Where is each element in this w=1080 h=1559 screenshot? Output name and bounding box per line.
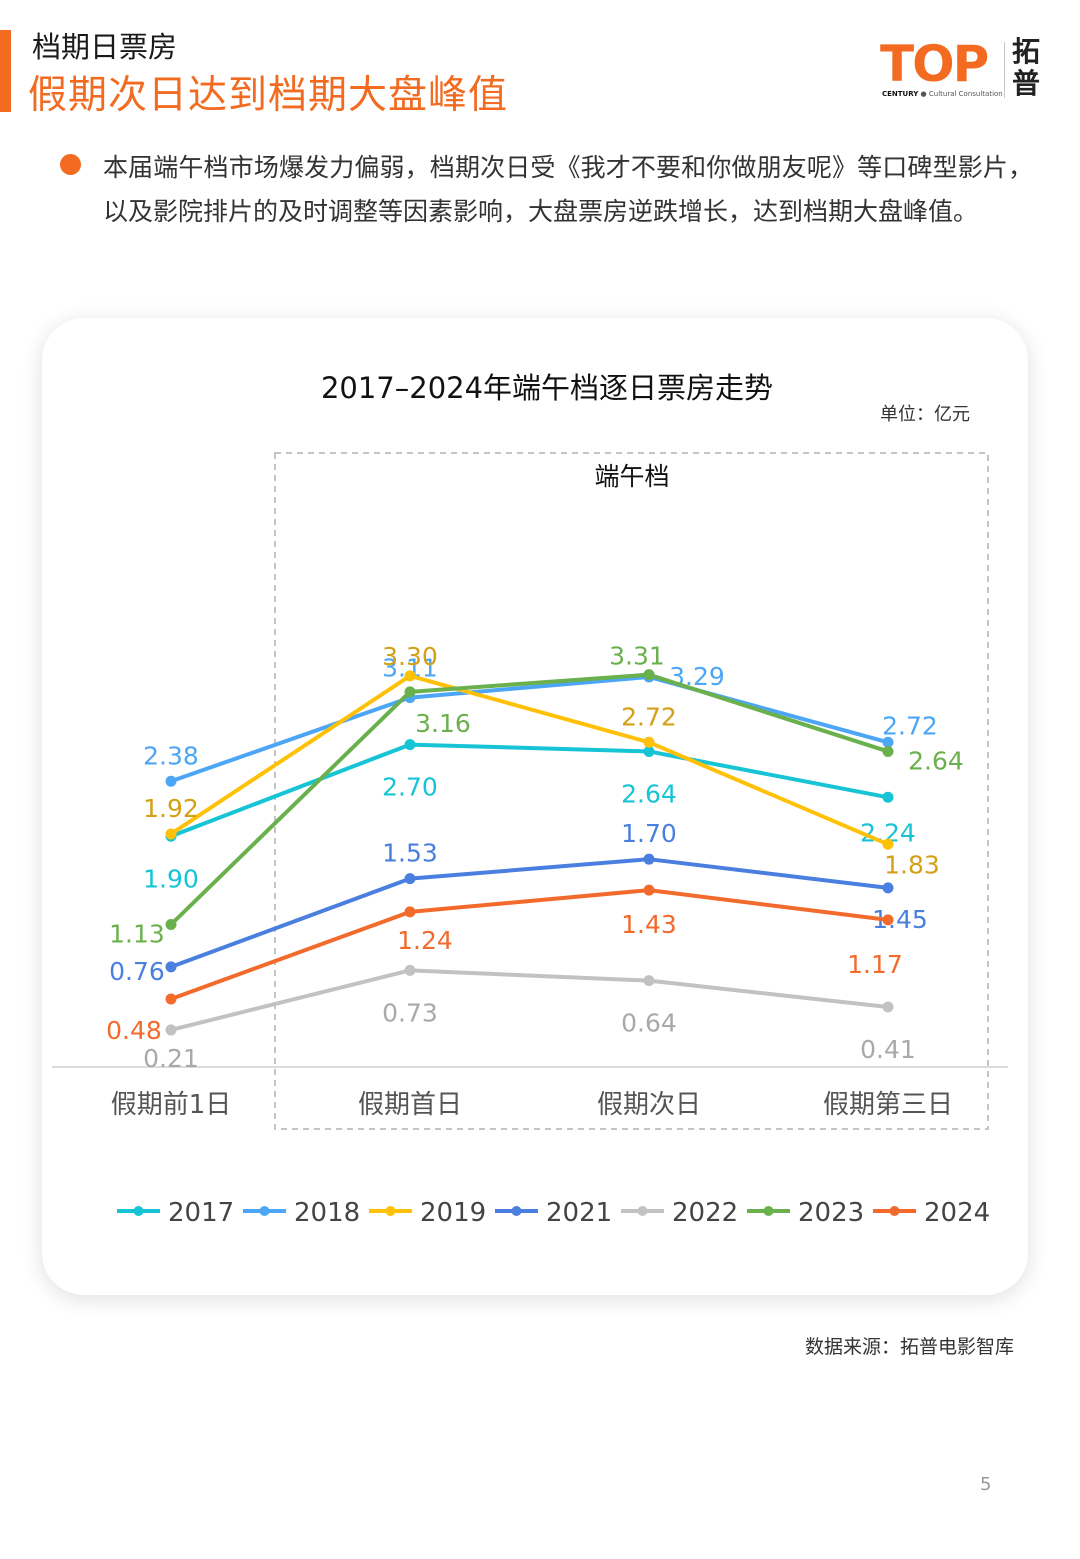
data-point-2022 (882, 1001, 894, 1013)
x-tick-label: 假期首日 (358, 1090, 462, 1120)
data-point-2024 (643, 884, 655, 896)
data-label-2017: 2.64 (621, 779, 677, 808)
data-label-2024: 1.17 (847, 950, 903, 979)
bullet-dot-icon (60, 154, 81, 175)
data-label-2017: 2.70 (382, 773, 438, 802)
data-label-2021: 0.76 (109, 957, 165, 986)
bullet-paragraph: 本届端午档市场爆发力偏弱，档期次日受《我才不要和你做朋友呢》等口碑型影片，以及影… (103, 153, 1033, 226)
page-number: 5 (980, 1474, 992, 1495)
brand-logo: TOP 拓 普 CENTURY ● Cultural Consultation (880, 36, 1055, 104)
data-label-2019: 3.30 (382, 642, 438, 671)
data-point-2019 (643, 736, 655, 748)
holiday-window-label: 端午档 (594, 462, 669, 491)
series-line-2018 (169, 674, 890, 784)
x-tick-label: 假期前1日 (111, 1090, 232, 1120)
logo-sub-bold: CENTURY (882, 90, 919, 98)
data-label-2022: 0.41 (860, 1035, 916, 1064)
legend-marker-2017 (133, 1206, 144, 1216)
page-headline: 假期次日达到档期大盘峰值 (28, 73, 509, 118)
data-point-2022 (165, 1024, 177, 1036)
data-label-2022: 0.73 (382, 998, 438, 1027)
data-source: 数据来源：拓普电影智库 (804, 1336, 1014, 1358)
data-label-2019: 1.83 (884, 850, 940, 879)
series-line-2022 (169, 968, 890, 1032)
legend-marker-2023 (763, 1206, 774, 1216)
legend-label-2021: 2021 (546, 1198, 612, 1228)
data-point-2021 (643, 853, 655, 865)
chart-title: 2017–2024年端午档逐日票房走势 (321, 371, 773, 405)
legend-label-2022: 2022 (672, 1198, 738, 1228)
logo-divider (1004, 42, 1005, 98)
data-point-2023 (165, 919, 177, 931)
data-label-2023: 1.13 (109, 920, 165, 949)
data-point-2021 (165, 961, 177, 973)
data-point-2019 (404, 670, 416, 682)
data-label-2023: 3.31 (609, 642, 665, 671)
data-label-2023: 2.64 (908, 746, 964, 775)
data-point-2024 (165, 993, 177, 1005)
data-label-2022: 0.64 (621, 1009, 677, 1038)
legend-marker-2021 (511, 1206, 522, 1216)
data-point-2017 (404, 739, 416, 751)
data-point-2019 (165, 828, 177, 840)
legend-marker-2018 (259, 1206, 270, 1216)
data-point-2017 (882, 791, 894, 803)
data-label-2018: 2.38 (143, 741, 199, 770)
data-point-2023 (882, 745, 894, 757)
section-label: 档期日票房 (32, 30, 178, 64)
chart-unit: 单位：亿元 (880, 404, 970, 425)
series-line-2017 (169, 742, 890, 839)
legend-marker-2022 (637, 1206, 648, 1216)
legend-label-2024: 2024 (924, 1198, 990, 1228)
logo-subtitle: CENTURY ● Cultural Consultation (882, 90, 1003, 98)
x-tick-label: 假期第三日 (823, 1090, 953, 1120)
legend-label-2017: 2017 (168, 1198, 234, 1228)
data-label-2024: 1.43 (621, 910, 677, 939)
data-point-2018 (165, 775, 177, 787)
data-point-2023 (643, 669, 655, 681)
data-point-2018 (882, 736, 894, 748)
legend-marker-2019 (385, 1206, 396, 1216)
data-point-2022 (404, 964, 416, 976)
legend-marker-2024 (889, 1206, 900, 1216)
data-label-2018: 2.72 (882, 711, 938, 740)
holiday-window-box (274, 452, 989, 1130)
data-label-2023: 3.16 (415, 709, 471, 738)
legend-label-2023: 2023 (798, 1198, 864, 1228)
logo-chinese: 拓 普 (1012, 36, 1046, 100)
data-label-2024: 0.48 (106, 1016, 162, 1045)
chart-card: 2017–2024年端午档逐日票房走势单位：亿元端午档假期前1日 假期首日 假期次日… (42, 318, 1028, 1295)
x-tick-label: 假期次日 (597, 1090, 701, 1120)
data-point-2017 (643, 745, 655, 757)
logo-chinese-top: 拓 (1012, 35, 1041, 68)
legend-label-2019: 2019 (420, 1198, 486, 1228)
data-point-2024 (404, 906, 416, 918)
series-line-2021 (169, 857, 890, 969)
data-label-2021: 1.70 (621, 819, 677, 848)
data-point-2021 (882, 882, 894, 894)
series-line-2024 (169, 888, 890, 1001)
data-point-2024 (882, 914, 894, 926)
data-label-2021: 1.53 (382, 839, 438, 868)
data-point-2022 (643, 975, 655, 987)
data-label-2019: 1.92 (143, 794, 199, 823)
data-label-2022: 0.21 (143, 1044, 199, 1073)
series-line-2019 (169, 673, 890, 847)
accent-bar (0, 30, 11, 112)
data-label-2018: 3.29 (669, 662, 725, 691)
data-label-2024: 1.24 (397, 926, 453, 955)
data-point-2019 (882, 838, 894, 850)
logo-wordmark: TOP (880, 35, 989, 93)
data-label-2019: 2.72 (621, 702, 677, 731)
legend-label-2018: 2018 (294, 1198, 360, 1228)
logo-chinese-bottom: 普 (1012, 67, 1041, 100)
series-line-2023 (169, 672, 890, 927)
data-label-2017: 1.90 (143, 864, 199, 893)
logo-sub-rest: Cultural Consultation (928, 90, 1003, 98)
data-point-2021 (404, 873, 416, 885)
data-point-2023 (404, 686, 416, 698)
